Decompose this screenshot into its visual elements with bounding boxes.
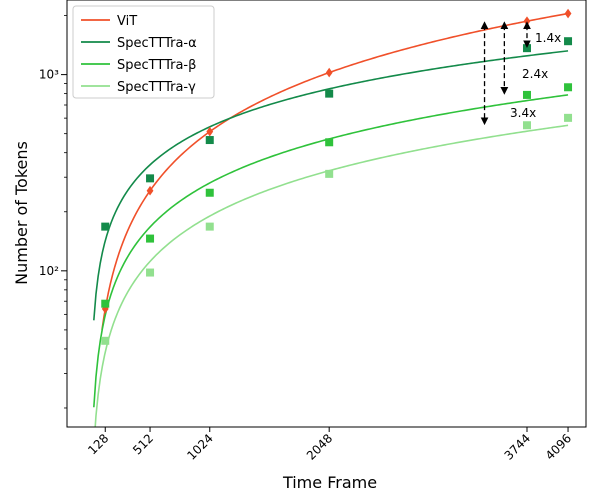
data-point-marker (564, 8, 572, 19)
data-point-marker (564, 83, 573, 92)
ratio-annotations: 1.4x 2.4x 3.4x (480, 21, 561, 126)
legend-box (72, 5, 215, 99)
ratio-label: 1.4x (535, 31, 561, 45)
data-point-marker (564, 113, 573, 122)
ratio-label: 2.4x (522, 67, 548, 81)
data-point-marker (522, 121, 531, 130)
legend-label: SpecTTTra-β (117, 58, 196, 73)
data-point-marker (522, 44, 531, 53)
data-point-marker (146, 185, 154, 196)
data-point-marker (522, 90, 531, 99)
data-point-marker (205, 136, 214, 145)
series-line-1 (93, 50, 569, 321)
data-point-marker (101, 299, 110, 308)
y-axis: 10² 10³ (39, 15, 67, 409)
data-point-marker (146, 174, 155, 183)
series-line-0 (101, 12, 569, 331)
data-point-marker (564, 37, 573, 46)
data-point-marker (205, 188, 214, 197)
y-tick-label: 10² (39, 264, 59, 278)
data-point-marker (146, 268, 155, 277)
x-axis-title: Time Frame (282, 473, 377, 492)
legend-label: ViT (117, 14, 137, 29)
data-point-marker (325, 89, 334, 98)
legend: ViT SpecTTTra-α SpecTTTra-β SpecTTTra-γ (72, 5, 215, 99)
data-point-marker (101, 336, 110, 345)
ratio-label: 3.4x (510, 106, 536, 120)
data-point-marker (101, 304, 109, 314)
plot-frame (66, 0, 587, 428)
data-point-marker (325, 67, 333, 78)
legend-label: SpecTTTra-α (117, 36, 197, 51)
legend-label: SpecTTTra-γ (117, 80, 196, 95)
y-tick-label: 10³ (39, 68, 59, 82)
data-point-marker (325, 169, 334, 178)
data-point-marker (101, 222, 110, 231)
plot-area (93, 8, 573, 427)
y-axis-title: Number of Tokens (12, 141, 31, 285)
data-point-marker (146, 234, 155, 243)
data-point-marker (205, 222, 214, 231)
data-point-marker (206, 126, 214, 137)
data-point-marker (325, 138, 334, 147)
